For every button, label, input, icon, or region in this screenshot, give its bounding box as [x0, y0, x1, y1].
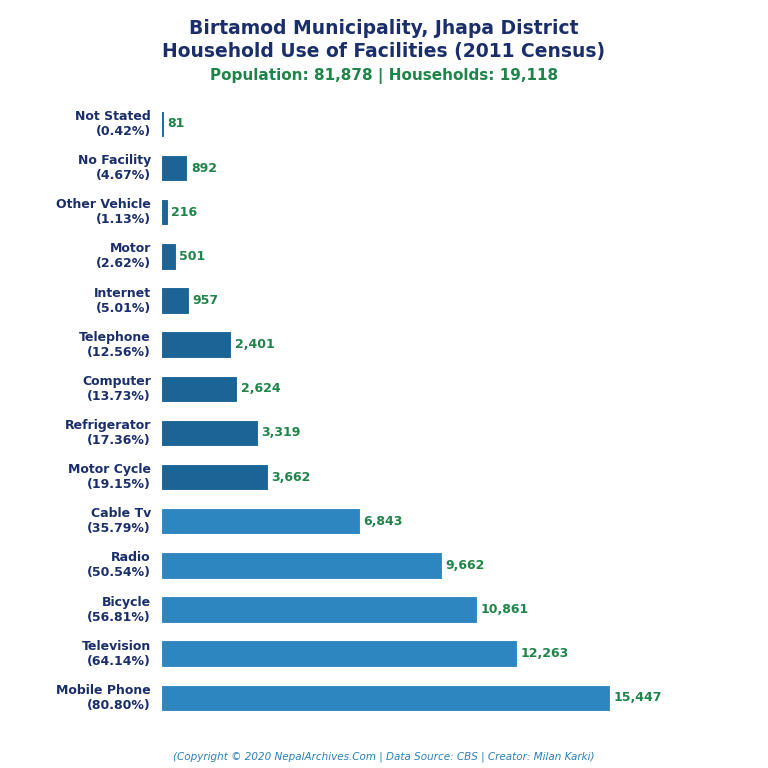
Text: 15,447: 15,447 — [614, 691, 662, 704]
Bar — [161, 684, 610, 711]
Text: 892: 892 — [190, 161, 217, 174]
Bar — [161, 419, 257, 446]
Bar — [161, 552, 442, 578]
Text: 501: 501 — [180, 250, 206, 263]
Bar — [161, 287, 189, 314]
Bar — [161, 596, 477, 623]
Text: Population: 81,878 | Households: 19,118: Population: 81,878 | Households: 19,118 — [210, 68, 558, 84]
Bar — [161, 508, 360, 535]
Bar — [161, 332, 231, 358]
Text: 81: 81 — [167, 118, 184, 131]
Text: 9,662: 9,662 — [445, 559, 485, 572]
Text: 12,263: 12,263 — [521, 647, 569, 660]
Bar — [161, 376, 237, 402]
Text: 216: 216 — [171, 206, 197, 219]
Bar — [161, 641, 518, 667]
Text: 2,624: 2,624 — [241, 382, 280, 396]
Text: 957: 957 — [193, 294, 219, 307]
Text: (Copyright © 2020 NepalArchives.Com | Data Source: CBS | Creator: Milan Karki): (Copyright © 2020 NepalArchives.Com | Da… — [174, 751, 594, 762]
Text: 3,319: 3,319 — [261, 426, 300, 439]
Text: 6,843: 6,843 — [363, 515, 403, 528]
Text: Birtamod Municipality, Jhapa District: Birtamod Municipality, Jhapa District — [189, 19, 579, 38]
Bar — [161, 199, 167, 226]
Bar — [161, 111, 164, 137]
Text: 3,662: 3,662 — [271, 471, 310, 484]
Bar — [161, 155, 187, 181]
Text: 10,861: 10,861 — [480, 603, 528, 616]
Text: Household Use of Facilities (2011 Census): Household Use of Facilities (2011 Census… — [163, 42, 605, 61]
Bar — [161, 464, 267, 490]
Text: 2,401: 2,401 — [234, 338, 274, 351]
Bar — [161, 243, 176, 270]
